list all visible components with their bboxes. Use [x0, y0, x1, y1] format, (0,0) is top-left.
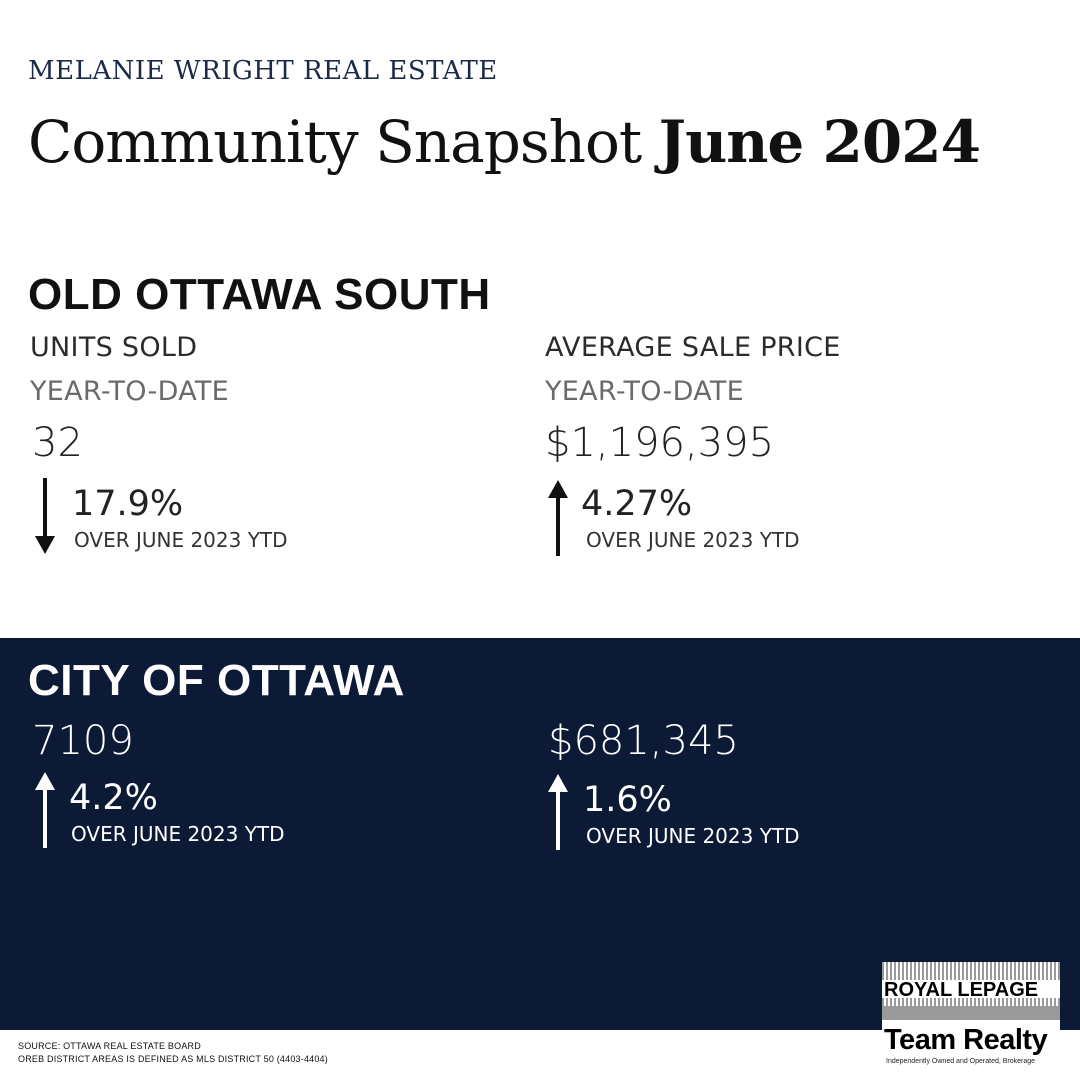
logo-team-realty-text: Team Realty	[884, 1024, 1048, 1056]
units-sold-label: UNITS SOLD	[30, 332, 198, 363]
arrow-up-icon	[35, 772, 55, 848]
city-name: CITY OF OTTAWA	[28, 656, 405, 705]
arrow-down-icon	[35, 478, 55, 554]
brand-name: MELANIE WRIGHT REAL ESTATE	[28, 56, 498, 86]
price-period-label: YEAR-TO-DATE	[545, 376, 745, 407]
avg-price-label: AVERAGE SALE PRICE	[545, 332, 841, 363]
price-change-percent: 4.27%	[581, 484, 693, 524]
royal-lepage-logo: ROYAL LEPAGE Team Realty Independently O…	[882, 962, 1060, 1072]
page-title: Community Snapshot June 2024	[28, 108, 981, 176]
city-price-value: $681,345	[548, 718, 739, 764]
units-sold-value: 32	[32, 420, 83, 466]
arrow-up-icon	[548, 774, 568, 850]
avg-price-value: $1,196,395	[545, 420, 775, 466]
city-units-value: 7109	[32, 718, 134, 764]
source-note: SOURCE: OTTAWA REAL ESTATE BOARD	[18, 1041, 201, 1051]
title-date: June 2024	[658, 108, 981, 176]
city-price-change-percent: 1.6%	[583, 780, 672, 820]
title-regular: Community Snapshot	[28, 108, 659, 176]
units-period-label: YEAR-TO-DATE	[30, 376, 230, 407]
logo-tagline: Independently Owned and Operated, Broker…	[886, 1058, 1036, 1065]
arrow-up-icon	[548, 480, 568, 556]
community-name: OLD OTTAWA SOUTH	[28, 270, 491, 319]
city-units-change-percent: 4.2%	[69, 778, 158, 818]
city-units-comparison-text: OVER JUNE 2023 YTD	[71, 822, 285, 846]
logo-royal-lepage-text: ROYAL LEPAGE	[884, 979, 1039, 1001]
units-comparison-text: OVER JUNE 2023 YTD	[74, 528, 288, 552]
district-note: OREB DISTRICT AREAS IS DEFINED AS MLS DI…	[18, 1054, 328, 1064]
price-comparison-text: OVER JUNE 2023 YTD	[586, 528, 800, 552]
units-change-percent: 17.9%	[72, 484, 184, 524]
city-price-comparison-text: OVER JUNE 2023 YTD	[586, 824, 800, 848]
